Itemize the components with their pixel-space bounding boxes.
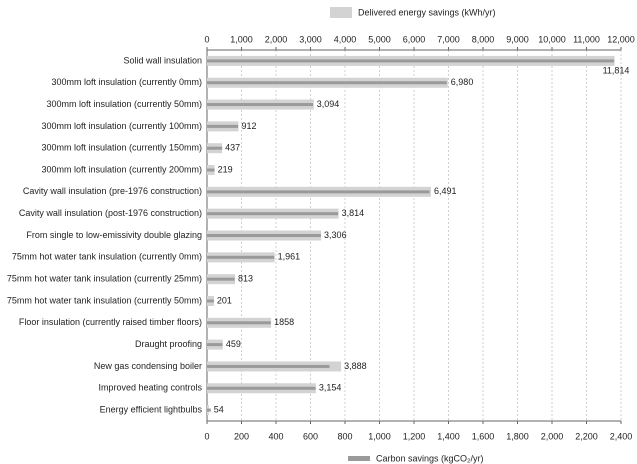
x2ticks-label: 1,000: [368, 431, 391, 441]
bar: [207, 234, 321, 237]
bar: [207, 343, 223, 347]
value-label: 3,094: [317, 99, 340, 109]
x2ticks-label: 2,400: [610, 431, 633, 441]
category-label: Solid wall insulation: [123, 55, 202, 65]
category-label: New gas condensing boiler: [94, 361, 202, 371]
bar: [207, 103, 314, 107]
legend-swatch: [330, 7, 352, 18]
x2ticks-label: 200: [234, 431, 249, 441]
x2ticks-label: 1,800: [506, 431, 529, 441]
xticks-label: 4,000: [334, 34, 357, 44]
bar: [207, 190, 430, 194]
value-label: 11,814: [603, 65, 630, 75]
value-label: 3,814: [342, 208, 365, 218]
xticks-label: 3,000: [299, 34, 322, 44]
legend-swatch: [348, 456, 370, 461]
category-label: Improved heating controls: [98, 383, 202, 393]
xticks-label: 7,000: [437, 34, 460, 44]
value-label: 1,961: [278, 252, 301, 262]
value-label: 1858: [274, 317, 294, 327]
value-label: 219: [218, 164, 233, 174]
category-label: Cavity wall insulation (pre-1976 constru…: [23, 186, 202, 196]
category-label: 300mm loft insulation (currently 0mm): [51, 77, 202, 87]
xticks-label: 8,000: [472, 34, 495, 44]
category-label: 75mm hot water tank insulation (currentl…: [7, 274, 202, 284]
bar: [207, 408, 211, 412]
bar: [207, 277, 235, 281]
value-label: 3,888: [344, 361, 367, 371]
value-label: 912: [241, 121, 256, 131]
bar: [207, 124, 239, 128]
xticks-label: 11,000: [573, 34, 600, 44]
value-label: 813: [238, 274, 253, 284]
bar: [207, 146, 223, 150]
category-label: Floor insulation (currently raised timbe…: [19, 317, 202, 327]
x2ticks-label: 800: [337, 431, 352, 441]
category-label: Cavity wall insulation (post-1976 constr…: [19, 208, 202, 218]
x2ticks-label: 1,600: [472, 431, 495, 441]
xticks-label: 1,000: [230, 34, 253, 44]
xticks-label: 0: [204, 34, 209, 44]
bar: [207, 364, 330, 368]
category-label: 75mm hot water tank insulation (currentl…: [7, 295, 202, 305]
category-label: 300mm loft insulation (currently 50mm): [46, 99, 202, 109]
x2ticks-label: 600: [303, 431, 318, 441]
x2ticks-label: 1,400: [437, 431, 460, 441]
category-label: Draught proofing: [135, 339, 202, 349]
x2ticks-label: 400: [268, 431, 283, 441]
bar: [207, 299, 214, 303]
value-label: 3,154: [319, 383, 342, 393]
x2ticks-label: 2,000: [541, 431, 564, 441]
value-label: 437: [225, 143, 240, 153]
xticks-label: 9,000: [506, 34, 529, 44]
category-label: 300mm loft insulation (currently 150mm): [41, 143, 202, 153]
category-label: From single to low-emissivity double gla…: [26, 230, 202, 240]
bar: [207, 212, 339, 216]
value-label: 459: [226, 339, 241, 349]
category-label: 75mm hot water tank insulation (currentl…: [12, 252, 202, 262]
bar: [207, 255, 275, 259]
x2ticks-label: 1,200: [403, 431, 426, 441]
xticks-label: 6,000: [403, 34, 426, 44]
xticks-label: 12,000: [607, 34, 635, 44]
value-label: 6,980: [451, 77, 474, 87]
x2ticks-label: 0: [204, 431, 209, 441]
category-label: 300mm loft insulation (currently 100mm): [41, 121, 202, 131]
xticks-label: 10,000: [538, 34, 566, 44]
legend-label: Delivered energy savings (kWh/yr): [358, 7, 496, 17]
category-label: Energy efficient lightbulbs: [100, 404, 203, 414]
category-label: 300mm loft insulation (currently 200mm): [41, 164, 202, 174]
value-label: 54: [214, 404, 224, 414]
x2ticks-label: 2,200: [575, 431, 598, 441]
xticks-label: 5,000: [368, 34, 391, 44]
bar: [207, 59, 615, 63]
bar: [207, 168, 215, 172]
value-label: 6,491: [434, 186, 457, 196]
xticks-label: 2,000: [265, 34, 288, 44]
bar: [207, 386, 316, 390]
bar: [207, 321, 271, 325]
value-label: 3,306: [324, 230, 347, 240]
bar: [207, 81, 447, 85]
legend-label: Carbon savings (kgCO₂/yr): [376, 453, 484, 463]
value-label: 201: [217, 295, 232, 305]
